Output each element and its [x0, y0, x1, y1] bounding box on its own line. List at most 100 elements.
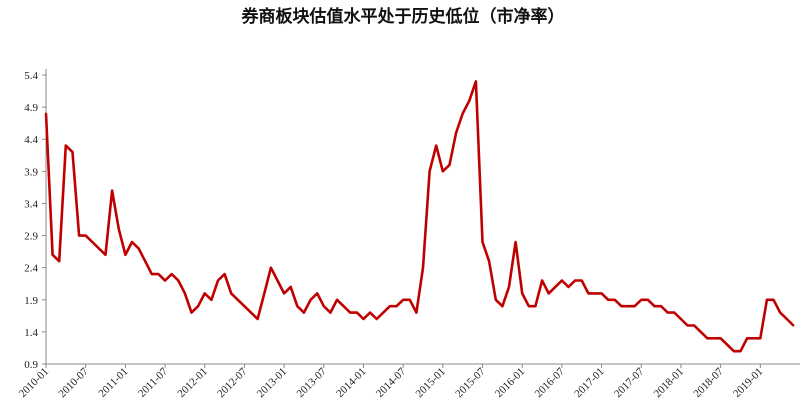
series-line-0: [44, 80, 795, 353]
data-point: [111, 189, 114, 192]
data-point: [455, 131, 458, 134]
data-point: [441, 170, 444, 173]
data-point: [646, 298, 649, 301]
y-tick-label: 2.9: [24, 231, 38, 243]
data-point: [408, 298, 411, 301]
data-point: [534, 305, 537, 308]
x-tick-label: 2013-07: [294, 365, 329, 400]
y-tick-label: 3.9: [24, 166, 38, 178]
data-point: [765, 298, 768, 301]
data-point: [792, 324, 795, 327]
x-tick-label: 2015-07: [453, 365, 488, 400]
x-tick-label: 2012-07: [215, 365, 250, 400]
data-point: [51, 253, 54, 256]
x-tick-label: 2017-01: [572, 366, 606, 400]
data-point: [547, 292, 550, 295]
data-point: [653, 305, 656, 308]
data-point: [355, 311, 358, 314]
data-point: [157, 273, 160, 276]
data-point: [217, 279, 219, 282]
data-point: [752, 337, 755, 340]
data-point: [131, 241, 133, 243]
data-point: [150, 273, 153, 276]
data-point: [461, 112, 464, 115]
data-point: [243, 305, 246, 308]
data-point: [78, 234, 81, 237]
data-point: [137, 247, 140, 250]
data-point: [177, 279, 180, 282]
data-point: [620, 305, 623, 308]
data-point: [302, 311, 305, 314]
data-point: [594, 292, 596, 295]
data-point: [521, 292, 524, 295]
data-point: [309, 298, 312, 301]
data-point: [448, 163, 451, 166]
x-tick-label: 2013-01: [255, 366, 289, 400]
data-point: [785, 318, 788, 320]
y-tick-label: 2.4: [24, 263, 38, 275]
data-point: [435, 144, 438, 147]
data-point: [567, 285, 570, 288]
data-point: [283, 292, 286, 295]
x-tick-label: 2016-01: [493, 366, 527, 400]
data-point: [58, 260, 61, 263]
x-tick-label: 2011-01: [96, 366, 130, 400]
x-tick-label: 2018-07: [691, 365, 726, 400]
y-axis-ticks: 5.4 4.9 4.4 3.9 3.4 2.9 2.4 1.9 1.4 0.9: [24, 70, 46, 371]
data-point: [250, 311, 252, 314]
x-tick-label: 2016-07: [533, 365, 568, 400]
x-tick-label: 2014-01: [334, 366, 368, 400]
x-tick-label: 2015-01: [414, 366, 448, 400]
data-point: [210, 298, 213, 301]
data-point: [422, 266, 424, 269]
y-tick-label: 3.4: [24, 198, 38, 210]
data-point: [613, 298, 616, 301]
data-point: [627, 305, 629, 308]
data-point: [514, 241, 517, 243]
data-point: [124, 253, 127, 256]
data-point: [415, 311, 418, 314]
data-point: [772, 298, 775, 301]
data-point: [481, 241, 484, 243]
y-tick-label: 1.9: [24, 295, 38, 307]
data-point: [633, 305, 636, 308]
data-point: [580, 279, 583, 282]
data-point: [263, 292, 266, 295]
data-point: [587, 292, 590, 295]
data-point: [719, 337, 722, 340]
data-point: [554, 285, 557, 288]
data-point: [388, 305, 391, 308]
data-point: [732, 350, 735, 353]
data-point: [296, 305, 299, 308]
x-tick-label: 2014-07: [374, 365, 409, 400]
data-point: [746, 337, 749, 340]
data-point: [64, 144, 67, 147]
data-point: [600, 292, 603, 295]
y-tick-label: 5.4: [24, 70, 38, 82]
data-point: [45, 112, 47, 115]
data-point: [144, 260, 147, 263]
data-point: [541, 279, 544, 282]
data-point: [706, 337, 709, 340]
data-point: [71, 151, 74, 154]
data-point: [607, 298, 610, 301]
data-point: [197, 305, 200, 308]
data-point: [574, 279, 577, 282]
data-point: [203, 292, 206, 295]
data-point: [342, 305, 345, 308]
chart-title: 券商板块估值水平处于历史低位（市净率）: [241, 6, 565, 27]
data-point: [527, 305, 530, 308]
data-point: [468, 99, 471, 102]
x-tick-label: 2019-01: [731, 366, 765, 400]
data-point: [183, 292, 186, 295]
data-point: [666, 311, 669, 314]
data-point: [759, 337, 762, 340]
data-point: [428, 170, 431, 173]
y-tick-label: 4.4: [24, 134, 38, 146]
y-tick-label: 4.9: [24, 102, 38, 114]
data-point: [91, 241, 94, 243]
data-point: [164, 279, 167, 282]
data-point: [375, 318, 378, 320]
data-point: [660, 305, 663, 308]
